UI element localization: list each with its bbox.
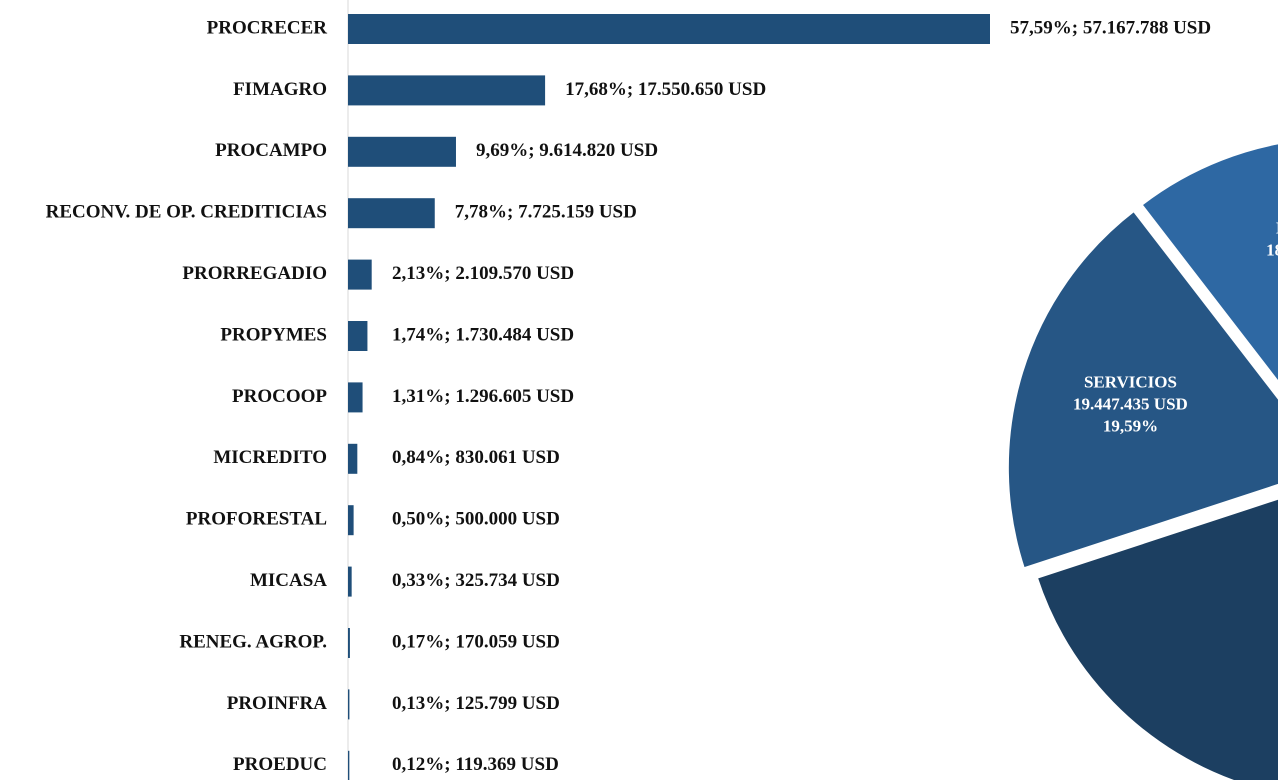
category-label: PROCOOP	[232, 386, 327, 407]
category-label: MICASA	[250, 570, 327, 591]
value-label: 7,78%; 7.725.159 USD	[455, 202, 637, 223]
slice-label: SERVICIOS	[1084, 372, 1177, 391]
category-label: MICREDITO	[213, 447, 327, 468]
bar	[348, 566, 352, 597]
category-label: PROCAMPO	[215, 140, 327, 161]
category-label: FIMAGRO	[233, 79, 327, 100]
bar	[348, 198, 435, 229]
bar	[348, 321, 368, 351]
category-label: PROCRECER	[207, 17, 328, 38]
slice-value: 19.447.435 USD	[1073, 394, 1188, 413]
value-label: 1,74%; 1.730.484 USD	[392, 324, 574, 345]
bar	[348, 628, 350, 658]
slice-percent: 19,59%	[1103, 416, 1158, 435]
bar	[348, 505, 354, 536]
value-label: 0,33%; 325.734 USD	[392, 570, 560, 591]
bar	[348, 382, 363, 413]
value-label: 0,13%; 125.799 USD	[392, 693, 560, 714]
slice-value: 18.376.950 USD	[1266, 240, 1278, 259]
value-label: 1,31%; 1.296.605 USD	[392, 386, 574, 407]
value-label: 0,17%; 170.059 USD	[392, 631, 560, 652]
category-label: PRORREGADIO	[182, 263, 327, 284]
pie-slice	[1138, 141, 1278, 385]
pie-slice	[1034, 496, 1278, 780]
value-label: 0,12%; 119.369 USD	[392, 754, 559, 775]
category-label: PROPYMES	[220, 324, 327, 345]
category-label: RECONV. DE OP. CREDITICIAS	[46, 202, 327, 223]
category-label: PROEDUC	[233, 754, 327, 775]
bar	[348, 750, 350, 780]
value-label: 17,68%; 17.550.650 USD	[565, 79, 766, 100]
bar	[348, 14, 990, 44]
value-label: 0,50%; 500.000 USD	[392, 509, 560, 530]
value-label: 9,69%; 9.614.820 USD	[476, 140, 658, 161]
pie-slice	[1005, 208, 1278, 571]
bar	[348, 689, 350, 720]
category-label: PROFORESTAL	[186, 509, 327, 530]
value-label: 57,59%; 57.167.788 USD	[1010, 17, 1211, 38]
value-label: 2,13%; 2.109.570 USD	[392, 263, 574, 284]
category-label: PROINFRA	[227, 693, 328, 714]
bar	[348, 136, 456, 167]
category-label: RENEG. AGROP.	[179, 631, 327, 652]
bar	[348, 75, 546, 106]
slice-label: INDUSTRIA	[1276, 218, 1278, 237]
bar	[348, 259, 372, 290]
bar	[348, 443, 358, 474]
value-label: 0,84%; 830.061 USD	[392, 447, 560, 468]
